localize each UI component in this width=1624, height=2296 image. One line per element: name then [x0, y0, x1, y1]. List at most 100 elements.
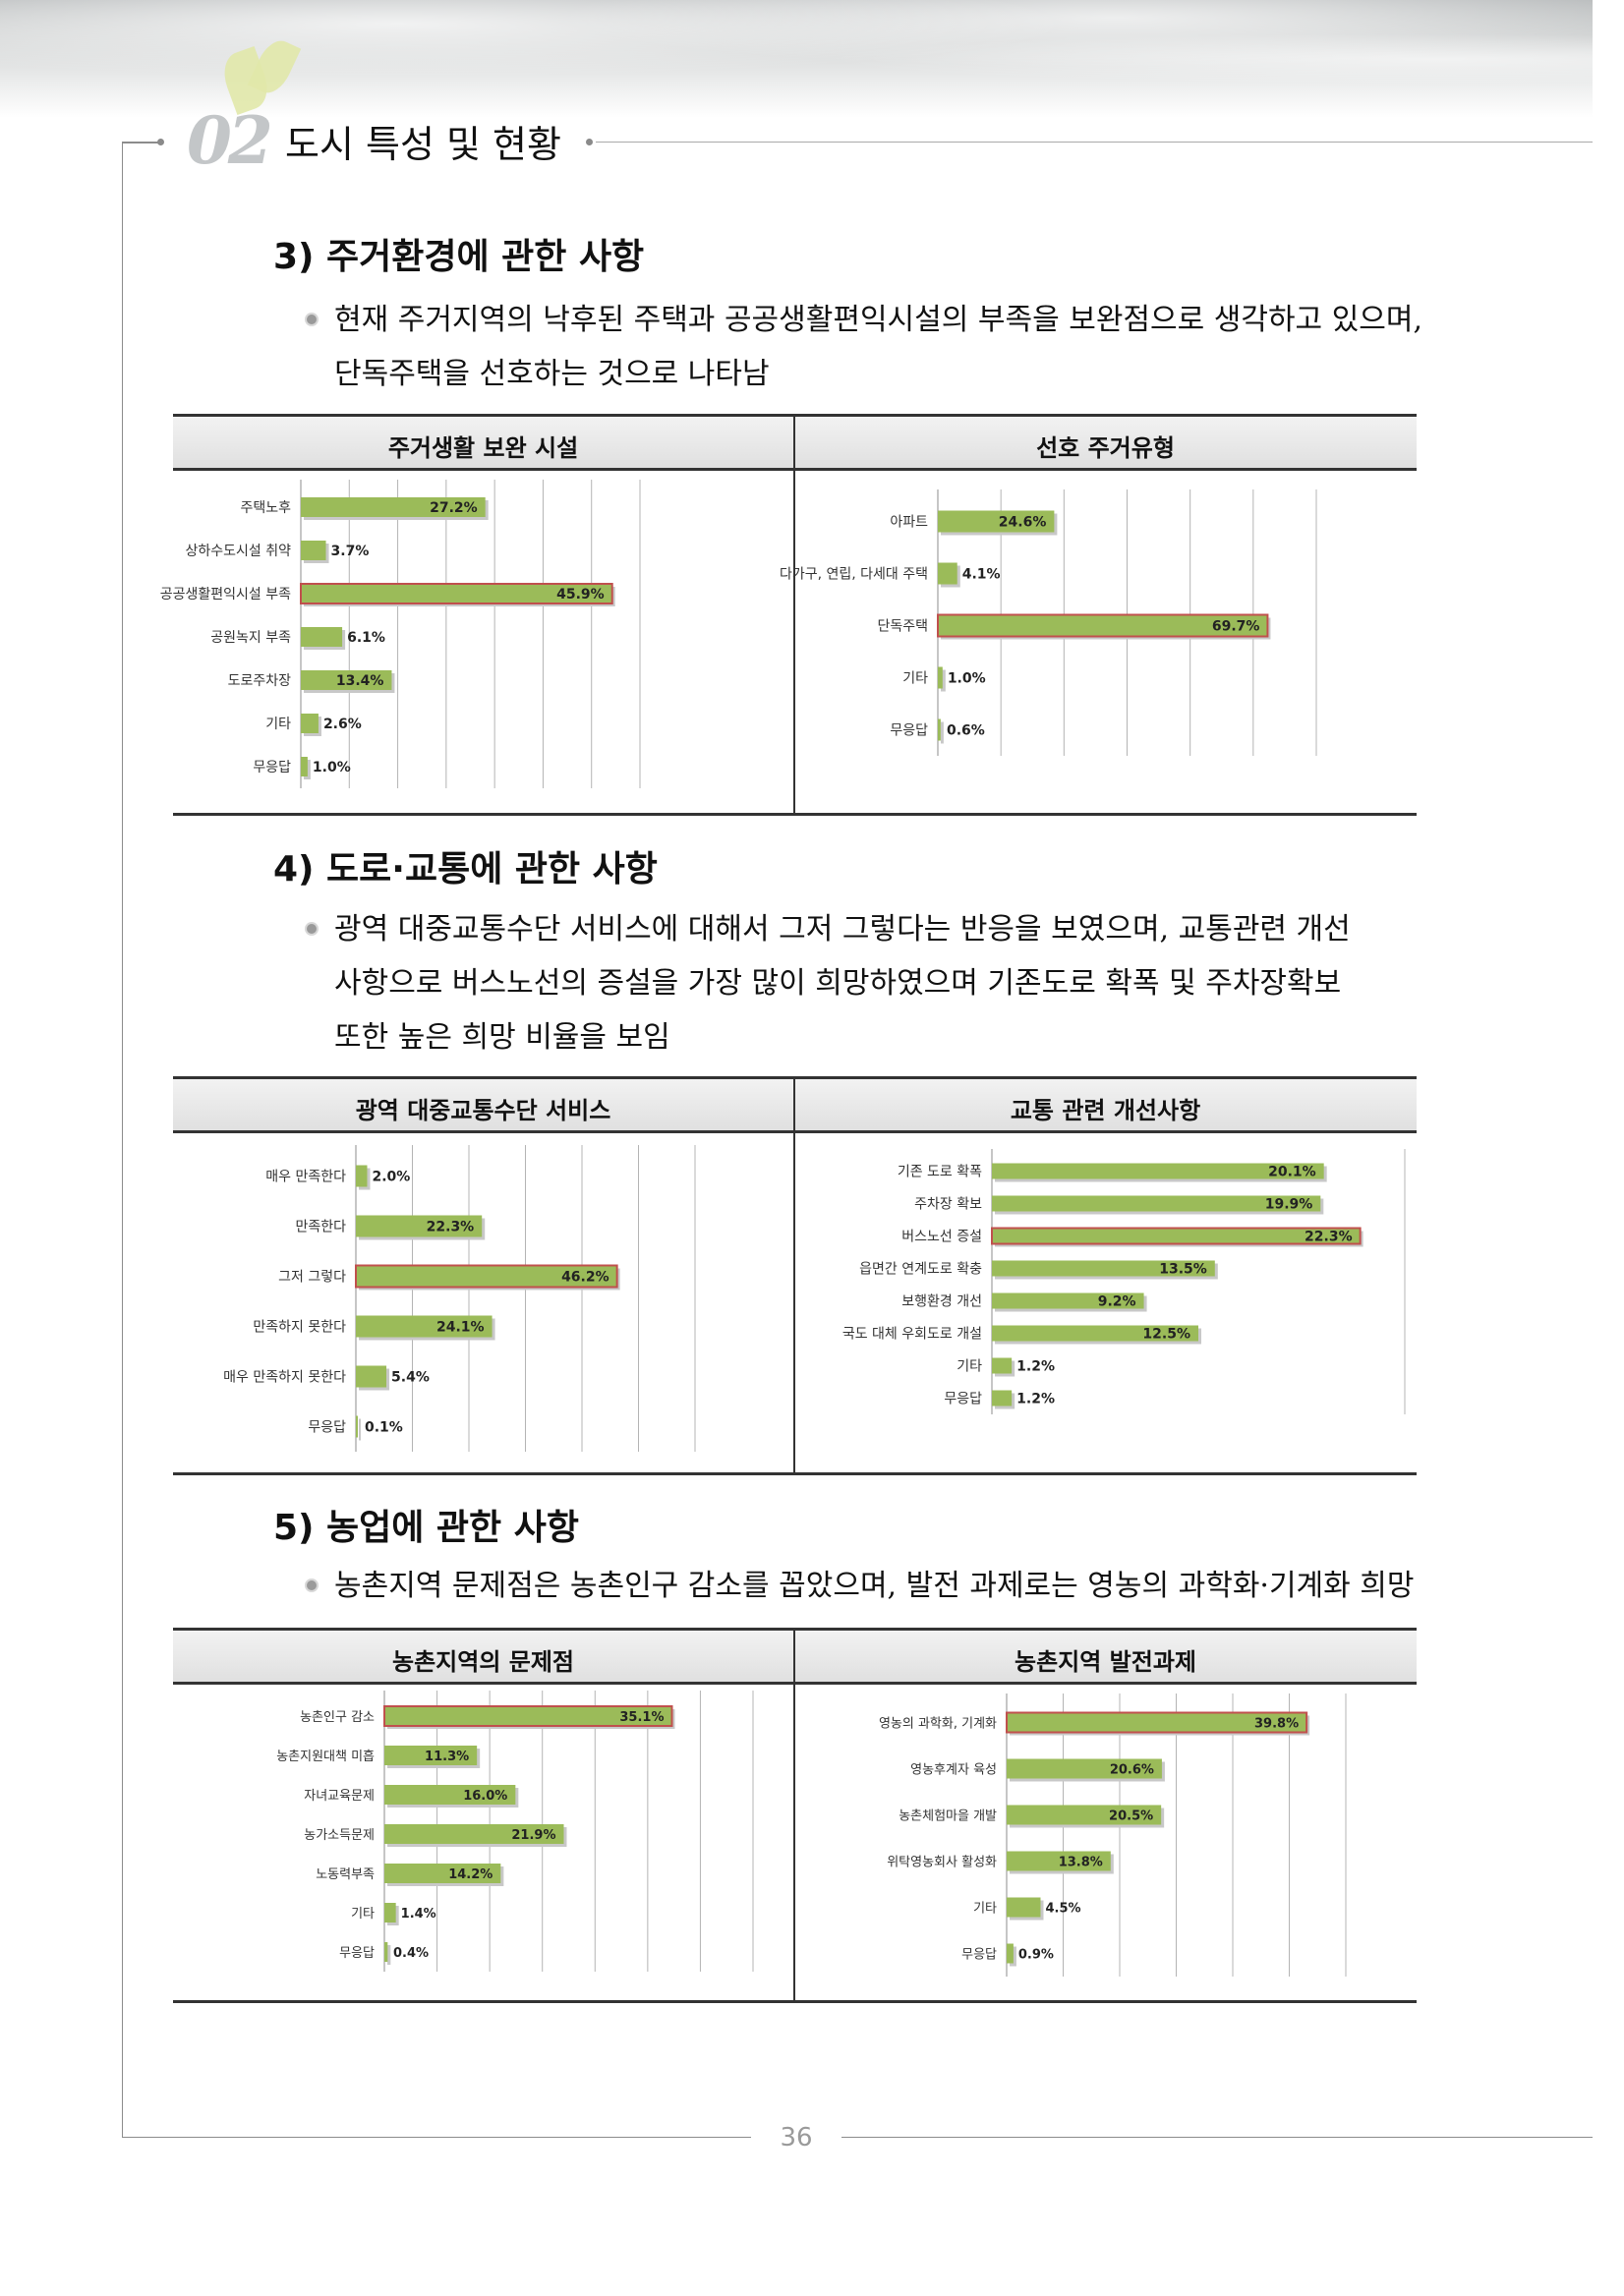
bar: [1007, 1805, 1162, 1825]
chart-panel-agriculture: 농촌지역의 문제점 농촌지역 발전과제 농촌인구 감소 35.1% 농촌지원대책 미…: [173, 1628, 1417, 2003]
panel-divider: [793, 1079, 795, 1472]
bar: [992, 1260, 1215, 1277]
bar: [384, 1746, 478, 1765]
category-label: 무응답: [944, 1392, 982, 1407]
category-label: 매우 만족하지 못한다: [223, 1370, 346, 1386]
value-label: 3.7%: [331, 544, 370, 559]
bar-chart-housing-type: 아파트 24.6% 다가구, 연립, 다세대 주택 4.1% 단독주택 69.7% 기타 1.…: [780, 489, 1317, 756]
bar-shadow: [941, 721, 944, 744]
chapter-title: 도시 특성 및 현황: [285, 123, 561, 166]
bar: [384, 1903, 396, 1923]
bar: [992, 1292, 1144, 1309]
category-label: 농촌체험마을 개발: [899, 1809, 997, 1824]
bar: [938, 718, 941, 741]
value-label: 13.4%: [336, 673, 384, 689]
value-label: 4.5%: [1046, 1902, 1081, 1917]
category-label: 노동력부족: [316, 1867, 375, 1882]
bullet-icon: [305, 922, 319, 936]
bar-chart-rural-development: 영농의 과학화, 기계화 39.8% 영농후계자 육성 20.6% 농촌체험마을 개발 2…: [879, 1693, 1347, 1977]
text-line: 단독주택을 선호하는 것으로 나타남: [334, 357, 770, 391]
value-label: 45.9%: [556, 587, 605, 603]
plot-area: [301, 480, 640, 788]
bar: [992, 1195, 1321, 1212]
category-label: 농촌지원대책 미흡: [276, 1750, 375, 1764]
plot-area: [992, 1149, 1405, 1414]
bar: [1006, 1711, 1308, 1734]
bar-shadow: [941, 669, 946, 692]
bar: [383, 1705, 673, 1727]
category-label: 무응답: [339, 1946, 375, 1961]
value-label: 0.9%: [1018, 1948, 1054, 1963]
category-label: 공원녹지 부족: [210, 630, 291, 646]
value-label: 22.3%: [427, 1220, 475, 1235]
bar: [938, 666, 943, 689]
value-label: 35.1%: [619, 1710, 664, 1725]
value-label: 0.1%: [365, 1420, 403, 1436]
footer-rule-right: [841, 2137, 1593, 2138]
footer-rule-left: [122, 2137, 751, 2138]
bar: [937, 613, 1269, 638]
category-label: 기존 도로 확폭: [898, 1165, 982, 1180]
bar: [301, 757, 308, 776]
bar-chart-housing-facilities: 주택노후 27.2% 상하수도시설 취약 3.7% 공공생활편익시설 부족 45.9% 공원…: [160, 480, 641, 788]
text-line: 현재 주거지역의 낙후된 주택과 공공생활편익시설의 부족을 보완점으로 생각하…: [334, 303, 1423, 337]
chart-title: 주거생활 보완 시설: [387, 434, 579, 462]
value-label: 16.0%: [463, 1789, 507, 1804]
text-line: 사항으로 버스노선의 증설을 가장 많이 희망하였으며 기존도로 확폭 및 주차…: [334, 966, 1342, 1001]
header-rule-dot: [157, 139, 164, 145]
header-rule-left: [122, 142, 161, 144]
bar-chart-transit-service: 매우 만족한다 2.0% 만족한다 22.3% 그저 그렇다 46.2% 만족하지 못한다 2…: [223, 1145, 696, 1452]
bar-chart-traffic-improvement: 기존 도로 확폭 20.1% 주차장 확보 19.9% 버스노선 증설 22.3% 읍면간 …: [842, 1149, 1406, 1414]
value-label: 21.9%: [511, 1828, 555, 1843]
value-label: 24.6%: [999, 515, 1047, 531]
category-label: 그저 그렇다: [278, 1270, 346, 1286]
bar: [356, 1215, 483, 1237]
bar: [356, 1165, 368, 1187]
category-label: 만족하지 못한다: [253, 1320, 346, 1336]
bar-shadow: [359, 1418, 361, 1441]
header-background: [0, 0, 1593, 118]
bullet-icon: [305, 1578, 319, 1592]
chart-title: 선호 주거유형: [1036, 434, 1175, 462]
category-label: 무응답: [253, 760, 291, 775]
category-label: 다가구, 연립, 다세대 주택: [780, 567, 928, 583]
category-label: 아파트: [890, 515, 928, 531]
category-label: 기타: [351, 1907, 375, 1922]
value-label: 5.4%: [391, 1370, 430, 1386]
value-label: 27.2%: [430, 500, 478, 516]
bar: [1007, 1758, 1162, 1779]
category-label: 농가소득문제: [304, 1828, 375, 1843]
bar: [301, 541, 326, 560]
category-label: 무응답: [890, 723, 928, 739]
left-frame-line: [122, 142, 123, 2137]
header-rule-dot: [586, 139, 593, 145]
value-label: 6.1%: [347, 630, 385, 646]
section-title-transport: 4) 도로·교통에 관한 사항: [273, 849, 658, 890]
value-label: 0.4%: [393, 1946, 429, 1961]
category-label: 만족한다: [295, 1220, 346, 1235]
section-title-agriculture: 5) 농업에 관한 사항: [273, 1508, 579, 1548]
category-label: 단독주택: [877, 619, 928, 635]
bar: [356, 1315, 493, 1338]
value-label: 39.8%: [1254, 1717, 1299, 1732]
category-label: 버스노선 증설: [901, 1230, 982, 1245]
value-label: 1.2%: [1016, 1359, 1055, 1375]
category-label: 위탁영농회사 활성화: [887, 1856, 997, 1870]
category-label: 무응답: [308, 1420, 346, 1436]
category-label: 주차장 확보: [914, 1197, 982, 1213]
bar: [355, 1264, 618, 1289]
bullet-icon: [305, 313, 319, 326]
chart-title: 교통 관련 개선사항: [1010, 1097, 1201, 1124]
value-label: 13.5%: [1159, 1262, 1207, 1278]
header-rule-right: [596, 142, 1593, 143]
bar: [356, 1365, 387, 1388]
text-line: 또한 높은 희망 비율을 보임: [334, 1020, 670, 1055]
category-label: 매우 만족한다: [265, 1170, 346, 1185]
value-label: 9.2%: [1098, 1294, 1136, 1310]
category-label: 보행환경 개선: [901, 1294, 982, 1310]
value-label: 1.0%: [948, 671, 986, 687]
panel-divider: [793, 417, 795, 813]
chart-title: 농촌지역 발전과제: [1015, 1648, 1196, 1676]
category-label: 무응답: [961, 1948, 997, 1963]
category-label: 영농의 과학화, 기계화: [879, 1717, 997, 1732]
